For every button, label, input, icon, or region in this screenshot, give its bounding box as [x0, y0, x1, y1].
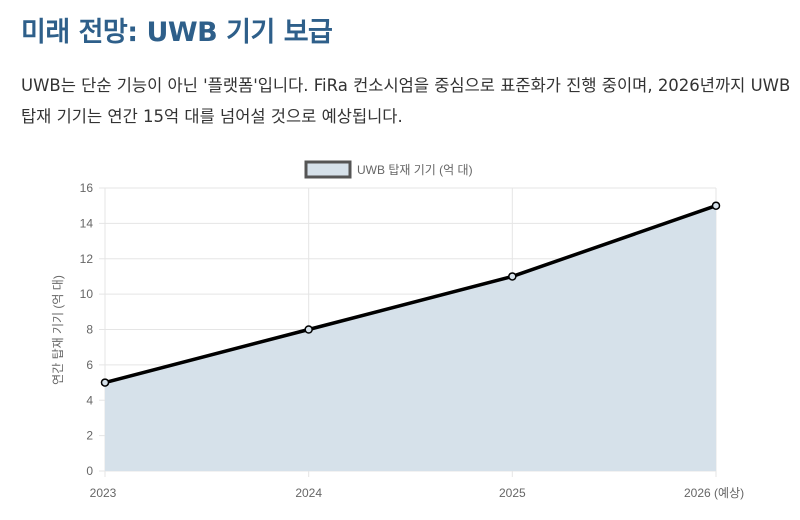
y-axis: 0 2 4 6 8 10 12 14 16	[80, 181, 94, 478]
y-tick-label: 16	[80, 181, 94, 195]
legend-label: UWB 탑재 기기 (억 대)	[357, 163, 473, 177]
y-tick-label: 6	[86, 358, 93, 372]
y-tick-label: 8	[86, 323, 93, 337]
y-tick-label: 0	[86, 464, 93, 478]
data-point[interactable]	[508, 272, 517, 281]
data-point[interactable]	[711, 201, 721, 210]
series-area	[105, 205, 716, 471]
x-tick-label: 2024	[295, 486, 322, 500]
x-tick-label: 2023	[90, 486, 117, 500]
y-tick-label: 4	[86, 393, 93, 407]
series-line	[104, 204, 717, 385]
y-tick-label: 2	[86, 429, 93, 443]
legend-swatch	[304, 160, 352, 179]
y-tick-label: 10	[80, 287, 94, 301]
y-axis-label: 연간 탑재 기기 (억 대)	[51, 275, 65, 385]
x-axis: 2023 2024 2025 2026 (예상)	[90, 486, 744, 500]
y-tick-label: 14	[80, 216, 94, 230]
y-tick-label: 12	[80, 252, 94, 266]
chart-legend[interactable]: UWB 탑재 기기 (억 대)	[304, 160, 473, 179]
x-tick-label: 2026 (예상)	[684, 486, 744, 500]
data-point[interactable]	[304, 325, 313, 334]
x-tick-label: 2025	[499, 486, 526, 500]
data-point[interactable]	[100, 378, 110, 387]
page-description: UWB는 단순 기능이 아닌 '플랫폼'입니다. FiRa 컨소시엄을 중심으로…	[21, 76, 791, 126]
page-title: 미래 전망: UWB 기기 보급	[21, 17, 333, 48]
data-points	[100, 201, 721, 387]
